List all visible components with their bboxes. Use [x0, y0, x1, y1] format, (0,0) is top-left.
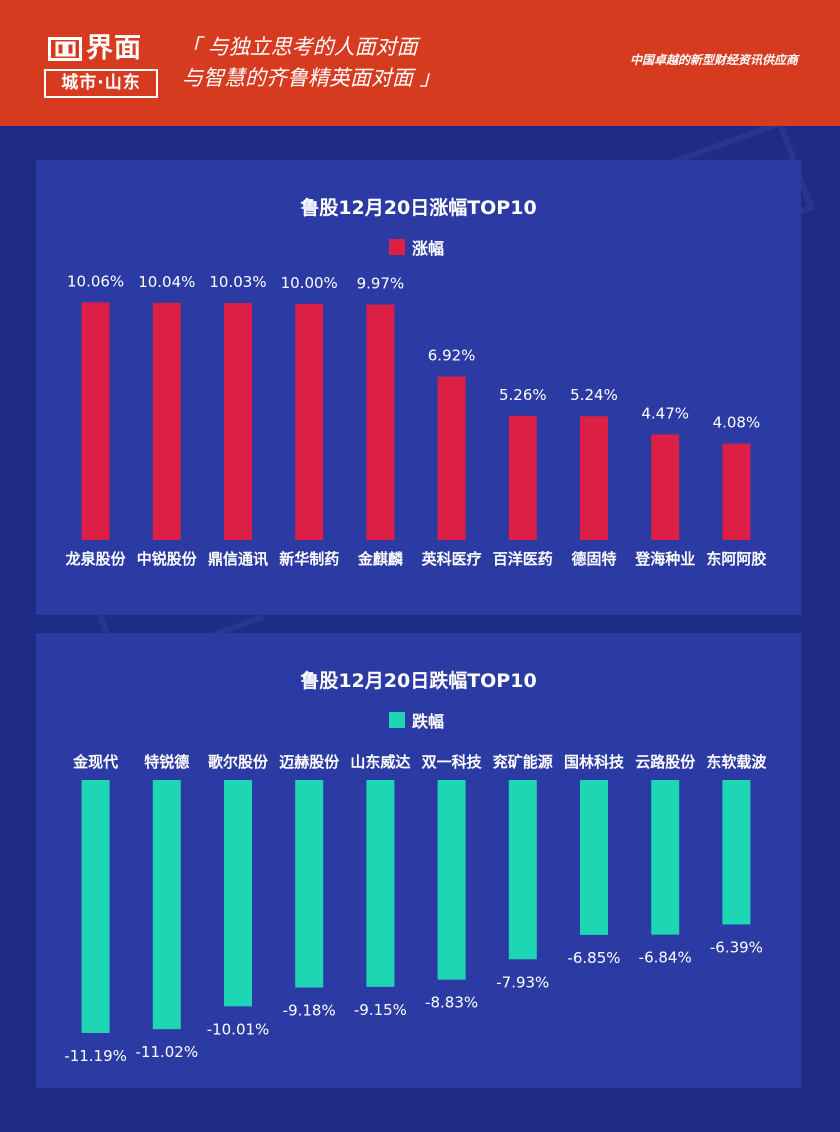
gain-bar	[224, 303, 252, 540]
data-label: 10.03%	[209, 273, 266, 291]
loss-bar	[437, 780, 466, 980]
data-label: 4.08%	[713, 414, 761, 432]
category-label: 金麒麟	[357, 550, 404, 568]
chart-title: 鲁股12月20日跌幅TOP10	[299, 669, 536, 692]
gain-bar	[580, 416, 608, 540]
tagline: 中国卓越的新型财经资讯供应商	[629, 53, 798, 67]
category-label: 新华制药	[279, 550, 339, 568]
data-label: 9.97%	[357, 275, 405, 293]
data-label: 10.04%	[138, 273, 195, 291]
category-label: 中锐股份	[137, 550, 198, 568]
loss-bar	[81, 780, 110, 1033]
data-label: 6.92%	[428, 347, 476, 365]
gain-bar	[366, 304, 395, 540]
gain-chart: 鲁股12月20日涨幅TOP10 涨幅 10.06% 龙泉股份 10.04% 中锐股份 10.…	[65, 196, 767, 568]
data-label: -9.15%	[354, 1001, 407, 1019]
loss-bar	[722, 780, 751, 925]
data-label: -6.85%	[567, 949, 620, 967]
legend-swatch	[389, 239, 405, 255]
category-label: 特锐德	[144, 753, 189, 771]
data-label: -7.93%	[496, 973, 549, 991]
loss-bar	[366, 780, 395, 987]
legend-label: 涨幅	[412, 239, 444, 258]
gain-bar	[81, 302, 110, 540]
data-label: -6.84%	[639, 949, 692, 967]
logo-main-text: 界面	[86, 33, 142, 64]
loss-bar	[224, 780, 252, 1007]
category-label: 迈赫股份	[279, 753, 340, 771]
data-label: 4.47%	[641, 404, 689, 422]
data-label: -8.83%	[425, 994, 478, 1012]
data-label: 5.26%	[499, 386, 547, 404]
category-label: 东软载波	[706, 753, 767, 771]
category-label: 国林科技	[564, 753, 625, 771]
gain-bar	[295, 303, 324, 540]
category-label: 山东威达	[350, 753, 410, 771]
category-label: 鼎信通讯	[208, 550, 268, 568]
data-label: 10.00%	[281, 274, 338, 292]
category-label: 双一科技	[422, 753, 483, 771]
gain-bar	[722, 443, 751, 540]
data-label: -11.02%	[135, 1043, 198, 1061]
gain-bar	[152, 302, 181, 540]
loss-chart: 鲁股12月20日跌幅TOP10 跌幅 -11.19% 金现代 -11.02% 特锐德 -10…	[64, 669, 767, 1065]
slogan-line-1: 「 与独立思考的人面对面	[180, 35, 418, 59]
logo-icon	[48, 37, 82, 61]
category-label: 德固特	[571, 550, 616, 568]
legend-swatch	[389, 712, 405, 728]
data-label: -9.18%	[283, 1002, 336, 1020]
category-label: 东阿阿胶	[706, 550, 766, 568]
slogan-line-2: 与智慧的齐鲁精英面对面 」	[182, 66, 441, 90]
loss-bar	[152, 780, 181, 1030]
category-label: 兖矿能源	[493, 753, 553, 771]
category-label: 登海种业	[634, 550, 695, 568]
category-label: 金现代	[72, 753, 118, 771]
category-label: 英科医疗	[422, 550, 482, 568]
category-label: 歌尔股份	[208, 753, 269, 771]
data-label: 10.06%	[67, 272, 124, 290]
category-label: 云路股份	[635, 753, 696, 771]
brand-logo: 界面 城市·山东	[44, 32, 158, 98]
loss-bar	[295, 780, 324, 988]
logo-sub-text: 城市·山东	[44, 69, 158, 98]
gain-chart-panel: 鲁股12月20日涨幅TOP10 涨幅 10.06% 龙泉股份 10.04% 中锐股份 10.…	[36, 160, 801, 615]
gain-bar	[651, 434, 680, 540]
data-label: -10.01%	[207, 1020, 270, 1038]
loss-bar	[508, 780, 537, 960]
loss-bar	[651, 780, 680, 935]
category-label: 百洋医药	[493, 550, 553, 568]
gain-bar	[508, 415, 537, 540]
loss-chart-panel: 鲁股12月20日跌幅TOP10 跌幅 -11.19% 金现代 -11.02% 特锐德 -10…	[36, 633, 801, 1088]
gain-bar	[437, 376, 466, 540]
chart-title: 鲁股12月20日涨幅TOP10	[299, 196, 536, 219]
data-label: -11.19%	[64, 1047, 127, 1065]
data-label: 5.24%	[570, 386, 618, 404]
data-label: -6.39%	[710, 938, 763, 956]
legend-label: 跌幅	[412, 712, 444, 731]
slogan: 「 与独立思考的人面对面 与智慧的齐鲁精英面对面 」	[180, 32, 441, 94]
loss-bar	[580, 780, 608, 935]
header-banner: 界面 城市·山东 「 与独立思考的人面对面 与智慧的齐鲁精英面对面 」 中国卓越…	[0, 0, 840, 126]
category-label: 龙泉股份	[65, 550, 127, 568]
